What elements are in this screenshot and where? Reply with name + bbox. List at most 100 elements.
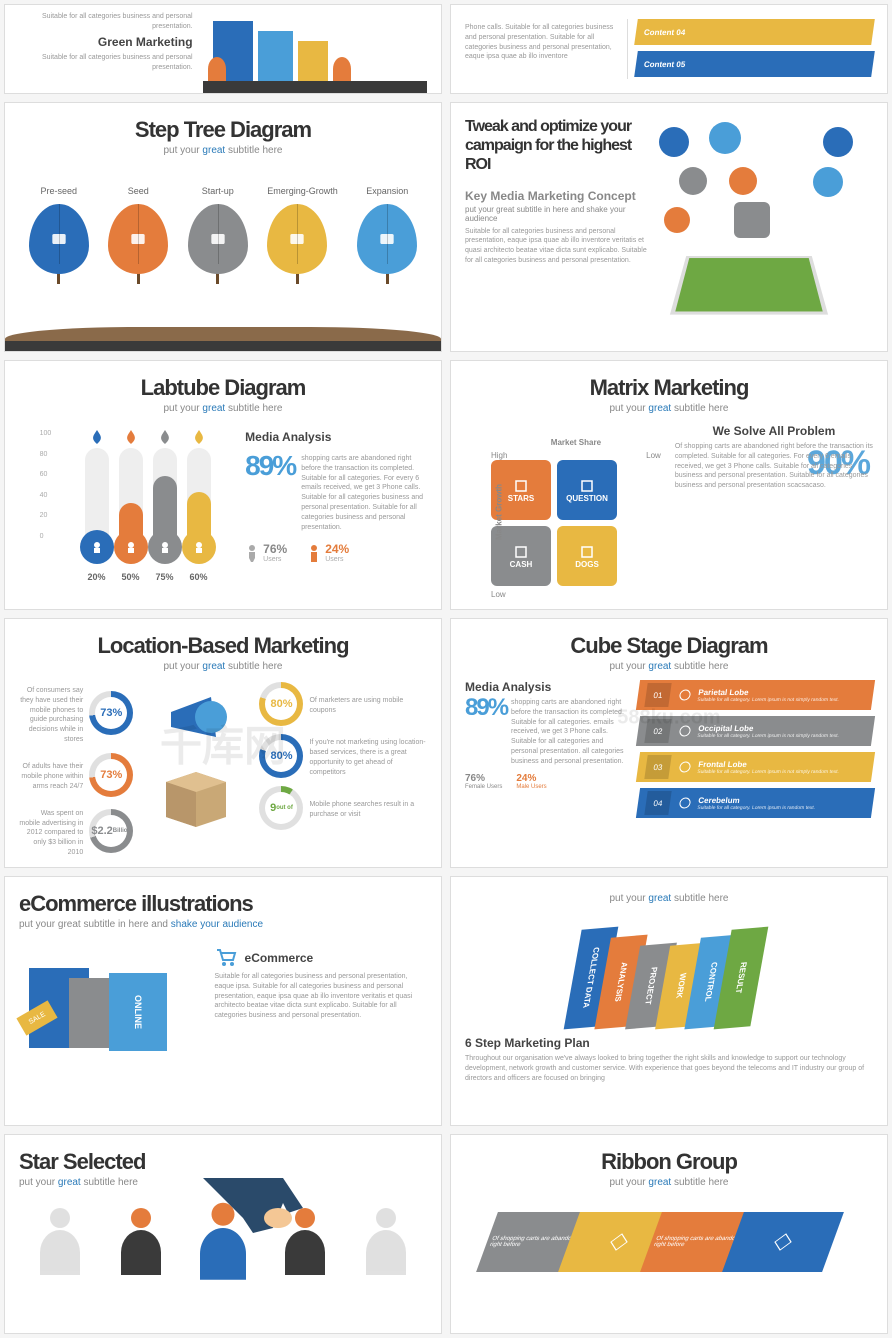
content-04: Content 04 <box>634 19 874 45</box>
bulb-icon <box>90 540 104 554</box>
female-icon <box>245 544 259 562</box>
axis-y: Market Growth <box>495 483 504 539</box>
stage-num: 01 <box>645 683 672 707</box>
slide-green-marketing: Suitable for all categories business and… <box>4 4 442 94</box>
slide-star: Star Selected put your great subtitle he… <box>4 1134 442 1334</box>
stage-bar: 02 Occipital LobeSuitable for all catego… <box>636 716 875 746</box>
ml: Male Users <box>516 784 546 790</box>
atitle: Media Analysis <box>465 680 628 694</box>
stage-sub: Suitable for all category. Lorem ipsum i… <box>697 805 816 811</box>
ring: 73% <box>89 753 133 797</box>
label: Content 05 <box>644 60 687 69</box>
low2: Low <box>491 590 506 599</box>
person-shadow2 <box>361 1208 411 1278</box>
sixtitle: 6 Step Marketing Plan <box>465 1036 873 1050</box>
stage-icon <box>677 688 693 702</box>
stage-icon <box>677 724 693 738</box>
m-pct: 24% <box>325 542 349 556</box>
title: Cube Stage Diagram <box>465 633 873 659</box>
high: High <box>491 451 507 460</box>
tube-bulb <box>148 530 182 564</box>
leaf <box>29 204 89 284</box>
sec: eCommerce <box>245 951 314 965</box>
stage-bar: 03 Frontal LobeSuitable for all category… <box>636 752 875 782</box>
pct: 89% <box>465 694 507 767</box>
ring-text: If you're not marketing using location-b… <box>309 738 427 777</box>
stage-icon <box>677 796 693 810</box>
matrix-cell: QUESTION <box>557 460 617 520</box>
cell-icon <box>579 478 595 494</box>
title: Matrix Marketing <box>465 375 873 401</box>
desc: Suitable for all categories business and… <box>19 12 193 32</box>
low: Low <box>646 451 661 460</box>
tube-pct: 60% <box>187 572 211 582</box>
cell-icon <box>513 478 529 494</box>
ring: $2.2Billion <box>89 809 133 853</box>
axis-x: Market Share <box>491 438 661 447</box>
tree-row: Pre-seed Seed Start-up Emerging-Growth <box>19 186 427 284</box>
tube-pct: 75% <box>153 572 177 582</box>
slide-matrix: Matrix Marketing put your great subtitle… <box>450 360 888 610</box>
side-text: Of shopping carts are abandoned right be… <box>675 442 873 491</box>
txt: shopping carts are abandoned right befor… <box>511 698 628 767</box>
stage-icon <box>677 760 693 774</box>
leaf-icon <box>49 229 69 249</box>
tube <box>119 448 143 558</box>
megaphone-icon <box>151 682 241 762</box>
side-title: We Solve All Problem <box>675 424 873 438</box>
leaf-icon <box>377 229 397 249</box>
stage-bar: 04 CerebelumSuitable for all category. L… <box>636 788 875 818</box>
ring-val: $2.2Billion <box>95 815 127 847</box>
drop-icon <box>158 430 172 444</box>
ring-val: 73% <box>95 697 127 729</box>
leaf <box>108 204 168 284</box>
ring-val: 80% <box>265 688 297 720</box>
cell-label: STARS <box>508 494 535 503</box>
title: Star Selected <box>19 1149 427 1175</box>
fl: Female Users <box>465 784 502 790</box>
section: Key Media Marketing Concept <box>465 189 649 203</box>
hand-icon <box>203 1178 323 1238</box>
txt: Suitable for all categories business and… <box>215 972 427 1021</box>
f-lbl: Users <box>263 556 287 563</box>
stage-sub: Suitable for all category. Lorem ipsum i… <box>697 769 839 775</box>
bulb-icon <box>124 540 138 554</box>
ring: 80% <box>259 734 303 778</box>
leaf <box>188 204 248 284</box>
title: Ribbon Group <box>465 1149 873 1175</box>
person-shadow <box>35 1208 85 1278</box>
cart-icon <box>215 948 239 968</box>
tube-pct: 20% <box>85 572 109 582</box>
stage-bar: 01 Parietal LobeSuitable for all categor… <box>636 680 875 710</box>
ring-text: Of marketers are using mobile coupons <box>309 696 427 716</box>
drop-icon <box>192 430 206 444</box>
tube <box>187 448 211 558</box>
ring-text: Was spent on mobile advertising in 2012 … <box>19 809 83 858</box>
slide-cube: Cube Stage Diagram put your great subtit… <box>450 618 888 868</box>
ribbon-seg <box>722 1212 844 1272</box>
stage-sub: Suitable for all category. Lorem ipsum i… <box>697 733 839 739</box>
slide-grid: Suitable for all categories business and… <box>0 0 892 1338</box>
sixdesc: Throughout our organisation we've always… <box>465 1054 873 1083</box>
stage-num: 03 <box>645 755 672 779</box>
ring: 9out of <box>259 786 303 830</box>
ring-val: 80% <box>265 740 297 772</box>
tube <box>153 448 177 558</box>
flags-row: COLLECT DATA ANALYSIS PROJECT WORK CONTR… <box>465 918 873 1028</box>
tube-pct: 50% <box>119 572 143 582</box>
cell-icon <box>579 544 595 560</box>
subtitle: put your great subtitle in here and shak… <box>19 919 427 930</box>
ribbon-row: Of shopping carts are abandoned right be… <box>465 1212 873 1272</box>
ring-text: Of consumers say they have used their mo… <box>19 686 83 745</box>
fp: 76% <box>465 773 485 784</box>
ring: 73% <box>89 691 133 735</box>
subtitle: put your great subtitle here <box>19 403 427 414</box>
person-1 <box>116 1208 166 1278</box>
matrix-cell: DOGS <box>557 526 617 586</box>
stage-num: 02 <box>645 719 672 743</box>
stage-label: Parietal Lobe <box>698 688 841 697</box>
stage-num: 04 <box>645 791 672 815</box>
leaf-icon <box>128 229 148 249</box>
leaf-label: Seed <box>108 186 168 196</box>
leaf <box>267 204 327 284</box>
